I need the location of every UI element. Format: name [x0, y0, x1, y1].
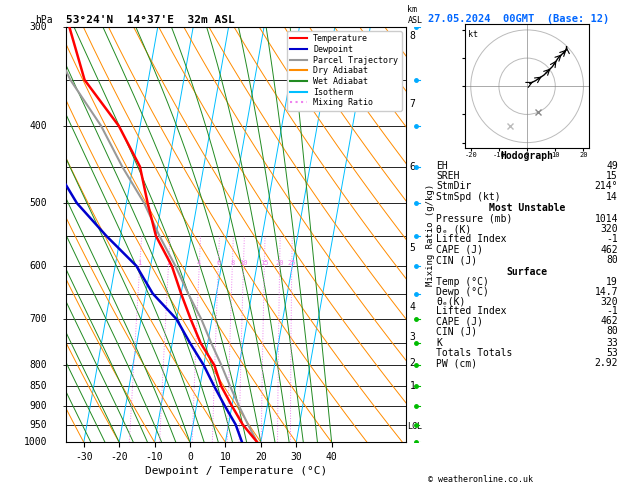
Text: 320: 320 — [600, 296, 618, 307]
Text: 500: 500 — [30, 198, 47, 208]
Text: © weatheronline.co.uk: © weatheronline.co.uk — [428, 474, 533, 484]
Text: 27.05.2024  00GMT  (Base: 12): 27.05.2024 00GMT (Base: 12) — [428, 14, 610, 24]
Text: Lifted Index: Lifted Index — [437, 234, 507, 244]
Text: 4: 4 — [197, 260, 201, 266]
Text: 1: 1 — [409, 381, 416, 391]
Text: PW (cm): PW (cm) — [437, 358, 477, 368]
Text: θₑ(K): θₑ(K) — [437, 296, 465, 307]
Text: 15: 15 — [606, 171, 618, 181]
Text: StmSpd (kt): StmSpd (kt) — [437, 191, 501, 202]
Text: 700: 700 — [30, 314, 47, 324]
Text: 53: 53 — [606, 348, 618, 358]
Text: 49: 49 — [606, 161, 618, 171]
Text: -1: -1 — [606, 307, 618, 316]
Text: 6: 6 — [409, 162, 416, 172]
Text: StmDir: StmDir — [437, 181, 472, 191]
Text: km
ASL: km ASL — [408, 5, 423, 25]
Text: 20: 20 — [276, 260, 284, 266]
Text: 14: 14 — [606, 191, 618, 202]
Text: 25: 25 — [287, 260, 296, 266]
Text: 1000: 1000 — [24, 437, 47, 447]
Text: 80: 80 — [606, 326, 618, 336]
Text: 300: 300 — [30, 22, 47, 32]
Text: Mixing Ratio (g/kg): Mixing Ratio (g/kg) — [426, 183, 435, 286]
Text: CIN (J): CIN (J) — [437, 255, 477, 265]
Text: 5: 5 — [409, 243, 416, 253]
Text: 4: 4 — [409, 302, 416, 312]
Text: 8: 8 — [230, 260, 235, 266]
Text: 462: 462 — [600, 245, 618, 255]
Text: -1: -1 — [606, 234, 618, 244]
Text: 950: 950 — [30, 419, 47, 430]
Text: 1014: 1014 — [594, 214, 618, 224]
Text: 1: 1 — [138, 260, 142, 266]
Text: 33: 33 — [606, 338, 618, 348]
Text: 6: 6 — [216, 260, 220, 266]
Text: 900: 900 — [30, 401, 47, 411]
Text: Surface: Surface — [506, 267, 548, 277]
Text: Dewp (°C): Dewp (°C) — [437, 287, 489, 296]
Text: 80: 80 — [606, 255, 618, 265]
Text: Pressure (mb): Pressure (mb) — [437, 214, 513, 224]
Text: Totals Totals: Totals Totals — [437, 348, 513, 358]
Text: 8: 8 — [409, 31, 416, 41]
Text: 2.92: 2.92 — [594, 358, 618, 368]
Text: Temp (°C): Temp (°C) — [437, 277, 489, 287]
Text: 2: 2 — [409, 358, 416, 368]
Text: EH: EH — [437, 161, 448, 171]
Text: CIN (J): CIN (J) — [437, 326, 477, 336]
Text: 2: 2 — [166, 260, 170, 266]
Text: K: K — [437, 338, 442, 348]
Text: 850: 850 — [30, 381, 47, 391]
Text: CAPE (J): CAPE (J) — [437, 245, 483, 255]
Text: 320: 320 — [600, 224, 618, 234]
Text: SREH: SREH — [437, 171, 460, 181]
Text: Lifted Index: Lifted Index — [437, 307, 507, 316]
Text: hPa: hPa — [35, 15, 53, 25]
Text: 53°24'N  14°37'E  32m ASL: 53°24'N 14°37'E 32m ASL — [66, 15, 235, 25]
Text: 19: 19 — [606, 277, 618, 287]
Text: Hodograph: Hodograph — [501, 151, 554, 161]
Text: Most Unstable: Most Unstable — [489, 203, 565, 213]
Text: 10: 10 — [239, 260, 248, 266]
Text: θₑ (K): θₑ (K) — [437, 224, 472, 234]
Text: 7: 7 — [409, 99, 416, 109]
Text: 600: 600 — [30, 261, 47, 271]
Text: 400: 400 — [30, 121, 47, 131]
Text: 14.7: 14.7 — [594, 287, 618, 296]
Text: CAPE (J): CAPE (J) — [437, 316, 483, 327]
X-axis label: Dewpoint / Temperature (°C): Dewpoint / Temperature (°C) — [145, 466, 327, 476]
Text: LCL: LCL — [407, 422, 422, 431]
Text: 214°: 214° — [594, 181, 618, 191]
Text: kt: kt — [468, 30, 478, 39]
Legend: Temperature, Dewpoint, Parcel Trajectory, Dry Adiabat, Wet Adiabat, Isotherm, Mi: Temperature, Dewpoint, Parcel Trajectory… — [287, 31, 401, 110]
Text: 800: 800 — [30, 360, 47, 370]
Text: 3: 3 — [409, 332, 416, 342]
Text: 15: 15 — [260, 260, 269, 266]
Text: 462: 462 — [600, 316, 618, 327]
